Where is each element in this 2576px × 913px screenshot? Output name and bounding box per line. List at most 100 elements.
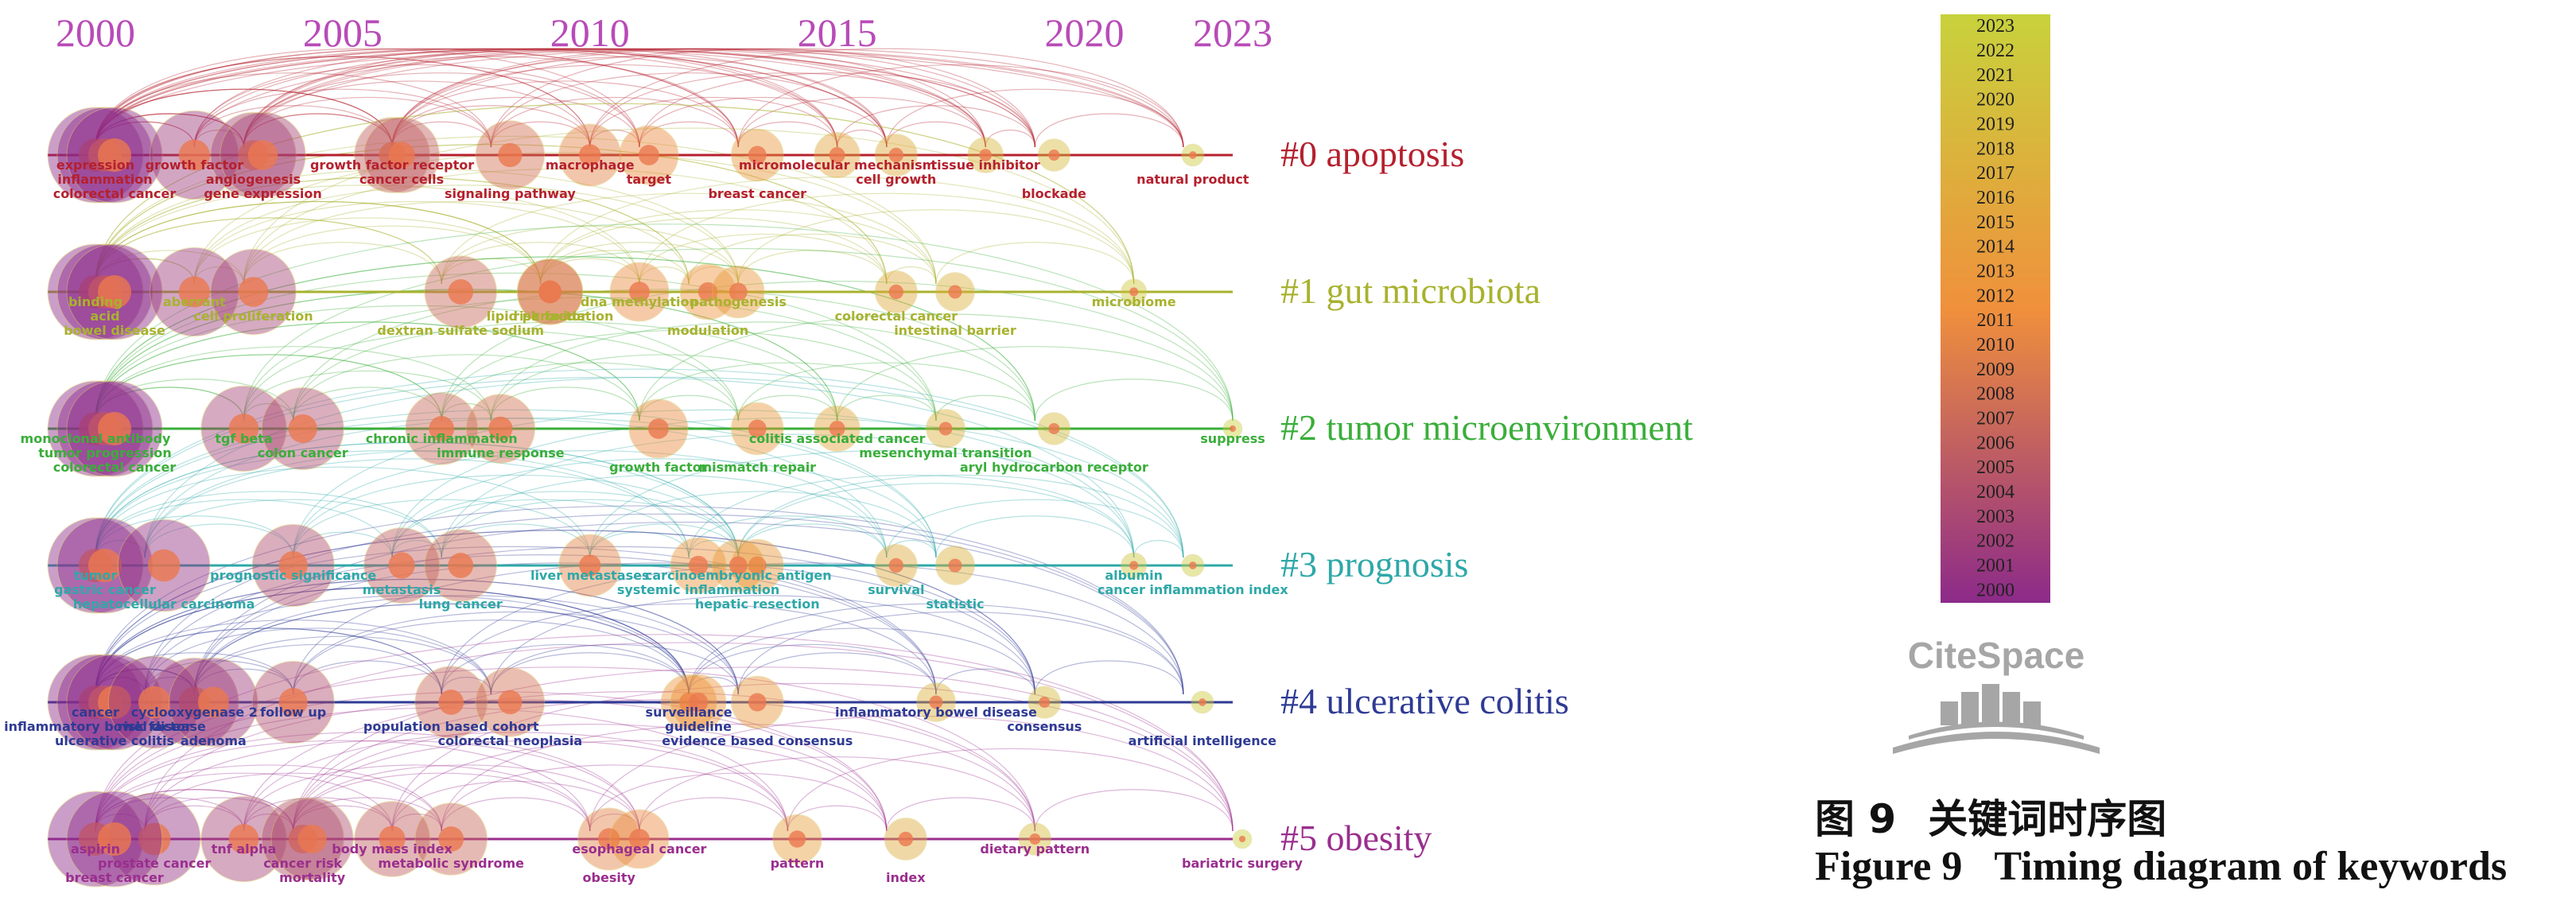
keyword-node-inner	[688, 692, 709, 713]
cluster-arc	[688, 515, 888, 558]
keyword-label: macrophage	[546, 157, 635, 173]
cluster-arc	[293, 450, 888, 558]
keyword-label: inflammation	[57, 172, 152, 187]
keyword-node	[926, 409, 966, 449]
keyword-label: colon cancer	[258, 445, 348, 460]
keyword-node	[577, 807, 641, 871]
keyword-node	[935, 272, 975, 312]
cluster-arc	[95, 113, 245, 148]
keyword-node	[609, 262, 670, 322]
keyword-node-inner	[788, 830, 806, 848]
keyword-node-inner	[729, 556, 748, 575]
keyword-label: colorectal cancer	[53, 186, 177, 201]
cluster-arc	[95, 56, 591, 148]
keyword-node-inner	[98, 275, 131, 309]
cluster-arc	[589, 814, 640, 832]
keyword-node	[424, 255, 498, 328]
year-tick-label: 2023	[1193, 10, 1272, 55]
keyword-node	[1191, 690, 1214, 714]
cluster-arc	[293, 387, 442, 422]
keyword-label: cancer risk	[263, 856, 342, 871]
keyword-node	[210, 248, 297, 336]
cluster-arc	[787, 748, 1234, 832]
keyword-node-inner	[288, 414, 317, 444]
cluster-arc	[688, 627, 1035, 695]
keyword-node	[200, 385, 287, 472]
keyword-node	[670, 537, 727, 594]
cluster-label: #0 apoptosis	[1280, 134, 1464, 174]
legend-year-label: 2010	[1976, 335, 2015, 355]
cluster-arc	[95, 578, 739, 695]
keyword-node-inner	[938, 422, 953, 436]
cluster-arc	[95, 135, 937, 285]
keyword-label: population based cohort	[363, 719, 539, 734]
keyword-node-inner	[748, 556, 767, 575]
cluster-arc	[639, 266, 690, 285]
cluster-arc	[95, 764, 442, 832]
cluster-arc	[293, 354, 640, 422]
keyword-node-inner	[238, 277, 269, 307]
cluster-arc	[441, 603, 937, 695]
keyword-node	[363, 117, 440, 193]
cluster-arc	[539, 242, 739, 285]
cluster-arc	[95, 666, 1035, 832]
cluster-arc	[837, 394, 937, 422]
keyword-label: mesenchymal transition	[859, 445, 1032, 460]
keyword-label: tissue inhibitor	[931, 157, 1040, 173]
cluster-arc	[539, 209, 937, 285]
keyword-node-inner	[88, 549, 122, 582]
cluster-arc	[95, 627, 442, 695]
cluster-arc	[391, 56, 888, 148]
keyword-node	[56, 517, 153, 614]
cluster-label: #2 tumor microenvironment	[1280, 407, 1693, 448]
cluster-arc	[441, 281, 1234, 422]
keyword-node	[475, 120, 546, 190]
legend-year-label: 2015	[1976, 212, 2015, 233]
figure-number-zh: 图 9	[1815, 796, 1897, 842]
keyword-node	[363, 527, 440, 604]
cluster-arc	[737, 523, 888, 558]
cluster-arc	[1034, 789, 1234, 832]
keyword-node-inner	[898, 831, 914, 847]
keyword-node	[405, 392, 479, 465]
cluster-arc	[441, 797, 591, 832]
keyword-label: risk factor	[513, 309, 587, 324]
keyword-label: artificial intelligence	[1129, 733, 1277, 748]
keyword-label: gene expression	[204, 186, 321, 201]
cluster-arc	[144, 595, 690, 695]
keyword-label: target	[627, 172, 672, 187]
keyword-node	[609, 809, 670, 869]
keyword-node-inner	[1188, 151, 1197, 159]
cluster-arc	[95, 505, 1184, 695]
cluster-arc	[490, 652, 690, 695]
cluster-arc	[737, 611, 1184, 695]
cluster-arc	[95, 578, 739, 695]
cluster-arc	[95, 789, 294, 832]
keyword-label: adenoma	[181, 733, 247, 748]
keyword-label: cancer cells	[359, 172, 444, 187]
cluster-arc	[391, 121, 491, 148]
cluster-arc	[441, 192, 937, 285]
keyword-node	[1037, 138, 1070, 172]
keyword-node	[169, 657, 258, 748]
keyword-node	[731, 128, 784, 182]
cluster-arc	[95, 740, 591, 832]
cluster-arc	[95, 732, 640, 832]
keyword-node-inner	[748, 693, 767, 712]
keyword-node	[1121, 278, 1148, 305]
keyword-node	[261, 387, 344, 471]
keyword-label: mortality	[279, 870, 346, 885]
keyword-node-inner	[579, 554, 601, 577]
keyword-node-inner	[1039, 696, 1051, 709]
keyword-node	[1121, 552, 1148, 579]
cluster-arc	[243, 80, 591, 148]
keyword-node	[150, 110, 239, 200]
keyword-label: intestinal barrier	[894, 323, 1016, 338]
legend-year-label: 2022	[1976, 41, 2015, 61]
keyword-label: microbiome	[1092, 294, 1176, 309]
keyword-node	[731, 538, 784, 592]
keyword-node	[558, 534, 622, 597]
cluster-arc	[95, 48, 1035, 148]
cluster-arc	[193, 185, 739, 285]
